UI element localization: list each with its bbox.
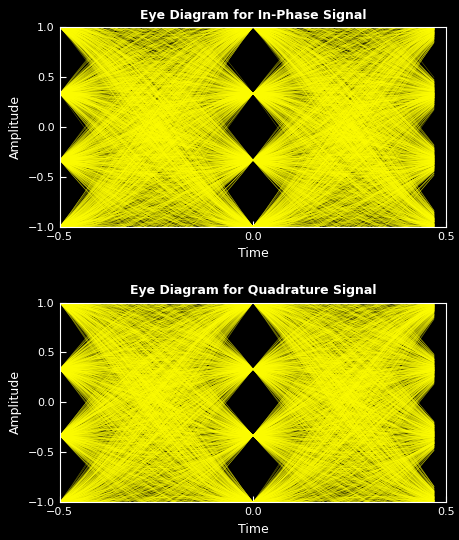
Title: Eye Diagram for Quadrature Signal: Eye Diagram for Quadrature Signal: [129, 284, 375, 297]
X-axis label: Time: Time: [237, 247, 268, 260]
Y-axis label: Amplitude: Amplitude: [9, 95, 22, 159]
X-axis label: Time: Time: [237, 523, 268, 536]
Title: Eye Diagram for In-Phase Signal: Eye Diagram for In-Phase Signal: [140, 9, 365, 22]
Y-axis label: Amplitude: Amplitude: [9, 370, 22, 434]
